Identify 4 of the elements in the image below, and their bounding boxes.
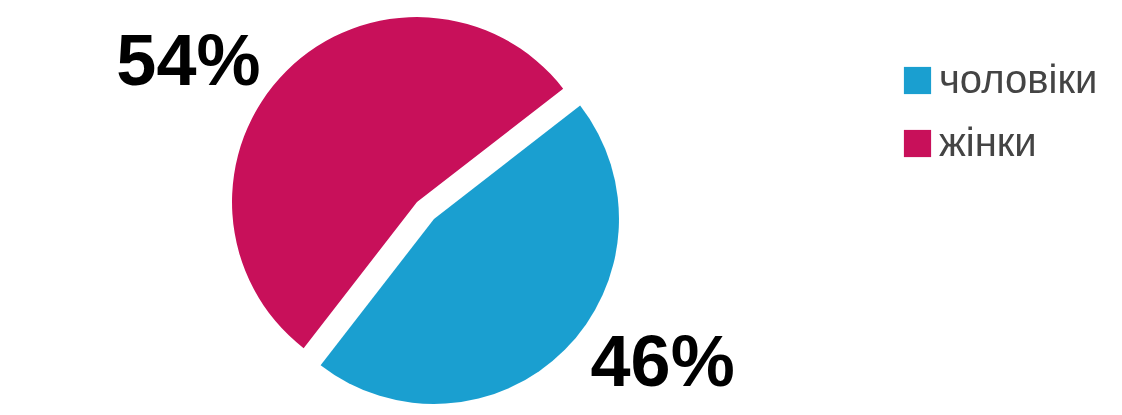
legend-label: жінки: [939, 120, 1037, 165]
legend-label: чоловіки: [939, 57, 1098, 102]
data-label: 54%: [116, 20, 261, 101]
data-label: 46%: [590, 320, 735, 401]
